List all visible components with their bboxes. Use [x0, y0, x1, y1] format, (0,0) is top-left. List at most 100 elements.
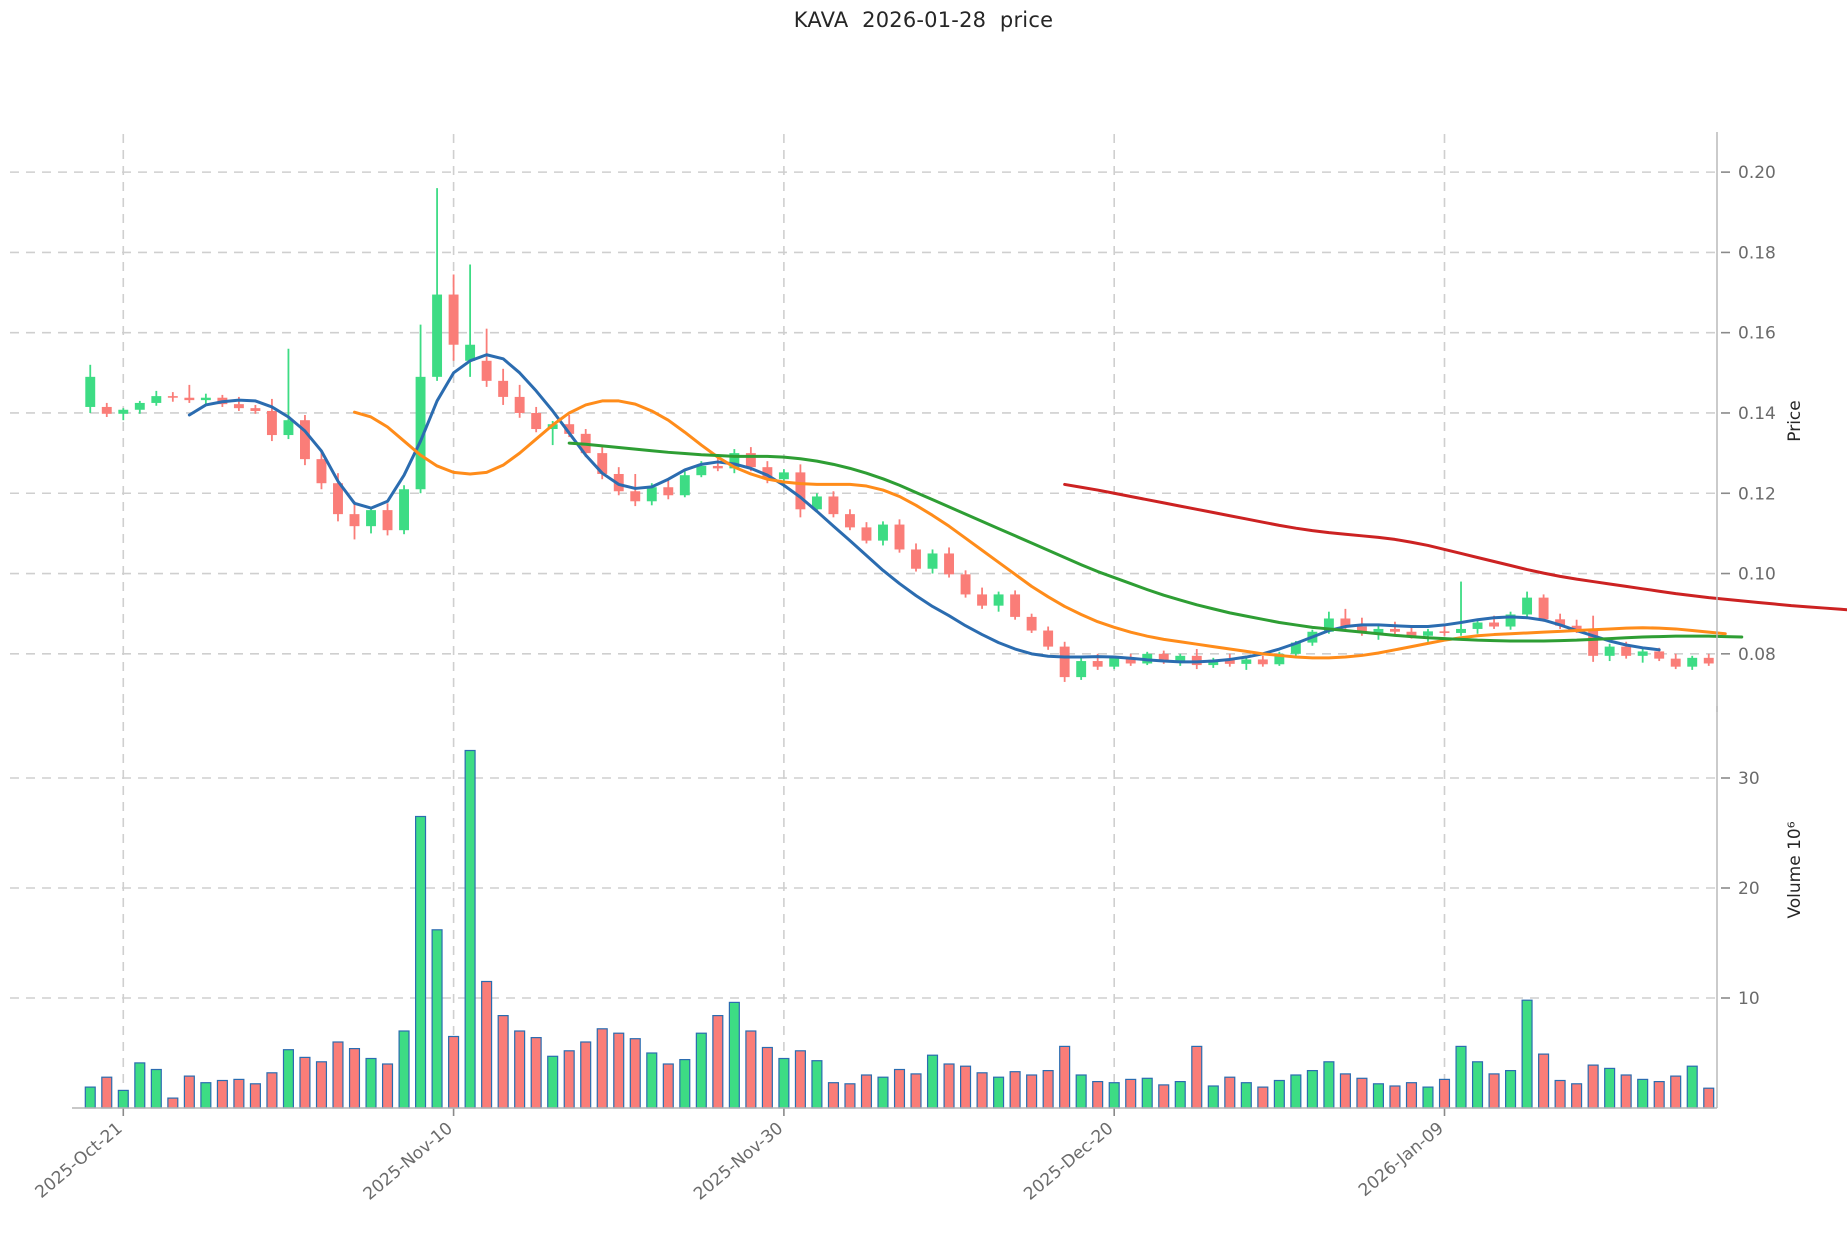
moving-average-line — [1063, 482, 1847, 612]
volume-bar — [464, 749, 476, 1109]
price-grid-group — [10, 171, 1717, 655]
candle-body — [944, 553, 954, 575]
price-tick-label: 0.18 — [1738, 243, 1776, 263]
volume-bar — [1125, 1078, 1137, 1109]
candle-body — [778, 472, 789, 480]
candle-body — [283, 420, 294, 436]
price-tick-label: 0.12 — [1738, 484, 1776, 504]
moving-average-lines-group — [187, 353, 1847, 664]
volume-bar — [101, 1076, 113, 1109]
volume-bar — [1224, 1076, 1236, 1109]
volume-bar — [613, 1032, 625, 1109]
candle-body — [1043, 630, 1054, 647]
candle-body — [762, 467, 773, 480]
volume-bar — [1686, 1065, 1698, 1109]
volume-bar — [1571, 1083, 1583, 1109]
volume-bar — [233, 1078, 245, 1109]
volume-bar — [448, 1035, 460, 1109]
moving-average-line — [187, 353, 1661, 664]
volume-bar — [530, 1036, 542, 1109]
volume-bar — [1339, 1073, 1351, 1109]
moving-average-line — [353, 399, 1727, 660]
volume-bar — [1026, 1074, 1038, 1109]
volume-bar — [679, 1058, 691, 1109]
candle-body — [1390, 628, 1400, 632]
volume-bar — [249, 1083, 261, 1109]
volume-bar — [1587, 1064, 1599, 1109]
volume-bar — [1389, 1085, 1401, 1109]
candle-body — [382, 510, 393, 531]
volume-bar — [960, 1065, 972, 1109]
volume-bar — [1042, 1069, 1054, 1109]
volume-bar — [728, 1001, 740, 1109]
candle-body — [1257, 659, 1268, 665]
axis-spines-group — [72, 132, 1718, 1109]
volume-bar — [695, 1032, 707, 1109]
candle-body — [977, 594, 988, 606]
candle-body — [399, 489, 409, 531]
candle-body — [1621, 646, 1632, 656]
volume-bar — [827, 1082, 839, 1109]
volume-bar — [993, 1076, 1005, 1109]
candle-body — [1290, 642, 1301, 654]
candle-body — [630, 491, 641, 502]
candle-body — [1076, 661, 1087, 678]
volume-bar — [1670, 1075, 1682, 1109]
candle-body — [1489, 622, 1499, 627]
volume-bar — [134, 1062, 146, 1109]
candle-body — [250, 408, 261, 411]
volume-bar — [1257, 1086, 1269, 1109]
volume-bar — [1240, 1082, 1252, 1109]
candle-body — [745, 453, 756, 468]
volume-bar — [844, 1083, 856, 1109]
volume-bar — [1620, 1074, 1632, 1109]
candle-body — [432, 294, 443, 377]
volume-grid-group — [10, 777, 1717, 999]
candle-body — [894, 524, 905, 550]
volume-bar — [315, 1061, 328, 1109]
volume-bar — [1554, 1079, 1566, 1109]
x-tick-label: 2026-Jan-09 — [1355, 1119, 1448, 1201]
volume-bar — [563, 1050, 575, 1109]
price-tick-label: 0.08 — [1738, 645, 1776, 665]
candle-body — [564, 424, 575, 434]
candle-body — [927, 553, 938, 569]
candle-body — [1274, 653, 1285, 665]
candle-body — [85, 376, 96, 407]
volume-bar — [976, 1072, 988, 1109]
price-axis-title: Price — [1785, 400, 1805, 441]
volume-tick-label: 20 — [1738, 879, 1760, 899]
volume-bar — [282, 1049, 294, 1109]
volume-bar — [84, 1086, 96, 1109]
candle-body — [448, 294, 459, 345]
candle-body — [845, 514, 855, 528]
candle-body — [1340, 618, 1351, 627]
volume-bar — [415, 815, 427, 1109]
candle-body — [167, 396, 178, 398]
candle-body — [679, 475, 690, 496]
candle-body — [696, 465, 707, 476]
candle-body — [481, 360, 492, 381]
candle-body — [1505, 614, 1516, 627]
volume-bar — [1405, 1082, 1418, 1109]
volume-bar — [365, 1057, 377, 1109]
candle-body — [1125, 657, 1136, 664]
volume-bar — [662, 1063, 674, 1109]
candle-body — [1356, 626, 1367, 633]
volume-bar — [1108, 1082, 1120, 1109]
volume-bar — [794, 1050, 806, 1109]
candle-body — [1538, 597, 1549, 620]
volume-bar — [745, 1030, 757, 1109]
volume-bar — [1174, 1080, 1186, 1109]
volume-bar — [1372, 1083, 1384, 1109]
volume-bar — [1455, 1045, 1467, 1109]
candle-body — [811, 496, 822, 510]
candle-body — [415, 376, 426, 490]
candle-body — [1456, 628, 1466, 633]
candle-body — [1604, 646, 1615, 656]
volume-bar — [761, 1046, 773, 1109]
candle-body — [1059, 646, 1070, 678]
candle-body — [663, 487, 674, 496]
candle-body — [1423, 631, 1433, 636]
